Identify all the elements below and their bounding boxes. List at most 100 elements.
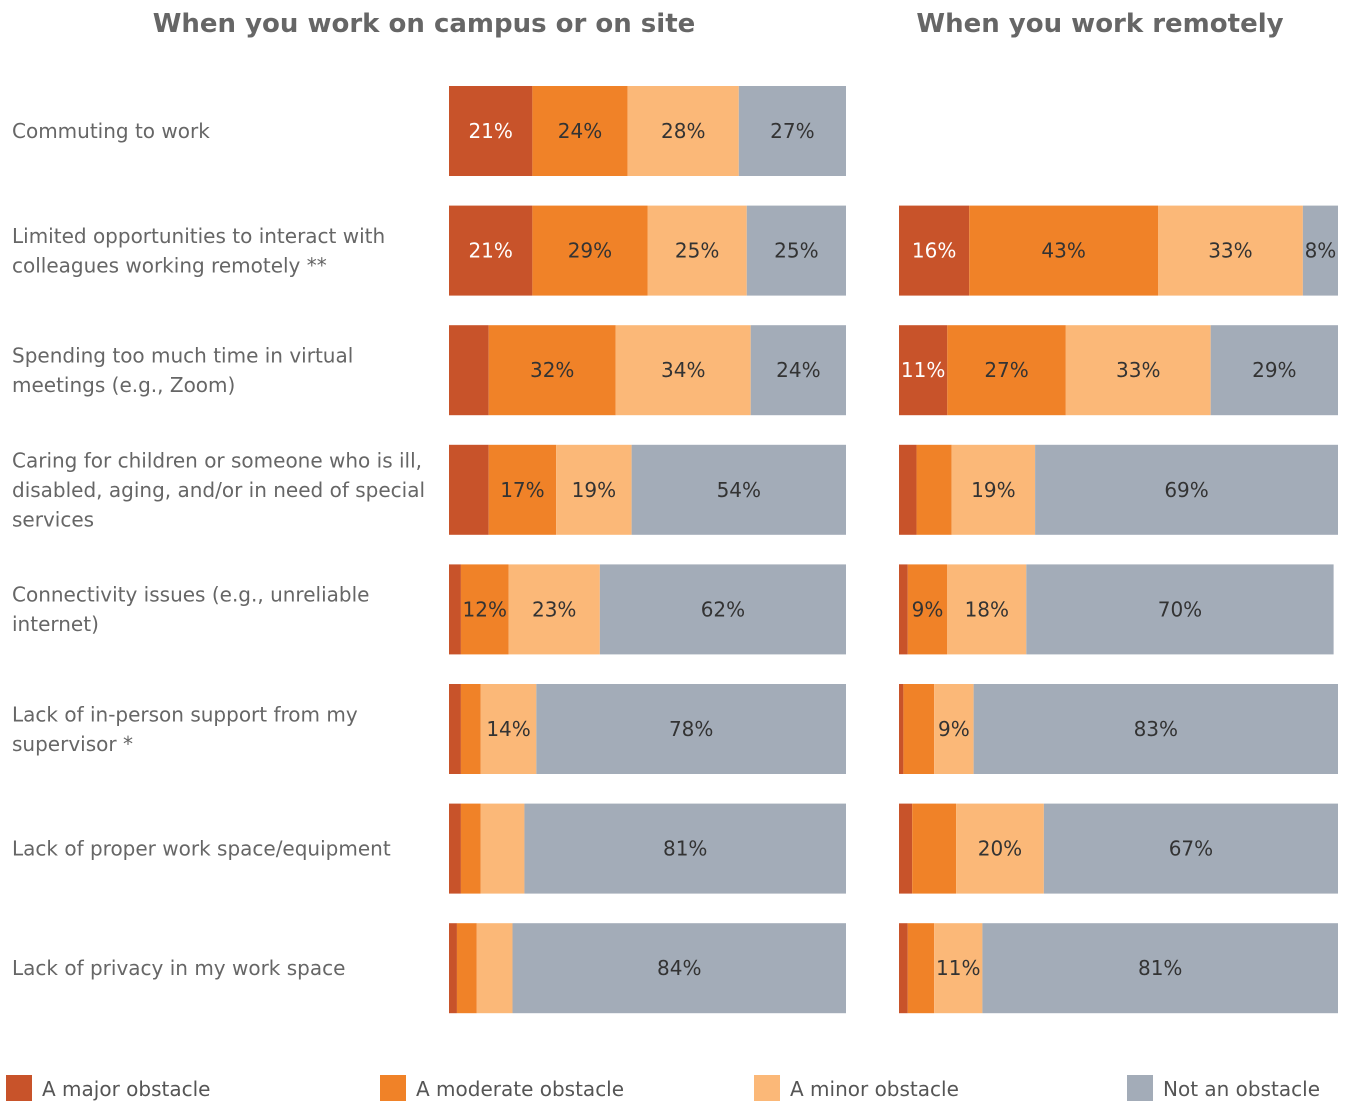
data-label: 24%: [558, 119, 602, 143]
bar-segment: [647, 205, 747, 296]
bar-segment: [899, 325, 948, 416]
legend-swatch: [6, 1075, 32, 1101]
bar-segment: [532, 86, 628, 176]
data-label: 62%: [701, 597, 745, 621]
bar-segment: [449, 684, 461, 774]
bar-segment: [449, 325, 489, 416]
data-label: 12%: [463, 597, 507, 621]
bar-segment: [912, 803, 957, 894]
bar-segment: [982, 923, 1338, 1014]
bar-segment: [460, 564, 509, 655]
bar-segment: [536, 684, 846, 774]
data-label: 32%: [530, 358, 574, 382]
row-label: Lack of in-person support from my supervi…: [12, 702, 358, 756]
bar-segment: [899, 923, 908, 1014]
data-label: 27%: [984, 358, 1028, 382]
data-label: 84%: [657, 956, 701, 980]
data-label: 9%: [912, 597, 944, 621]
bar-segment: [956, 803, 1044, 894]
row-label-line: supervisor *: [12, 732, 133, 756]
bar-segment: [969, 205, 1159, 296]
bar-segment: [899, 564, 908, 655]
bar-segment: [1065, 325, 1211, 416]
bar-segment: [449, 564, 461, 655]
row-label-line: Connectivity issues (e.g., unreliable: [12, 583, 369, 607]
bar-segment: [532, 205, 648, 296]
row-label: Spending too much time in virtual meeting…: [12, 343, 353, 397]
bar-segment: [1210, 325, 1338, 416]
data-label: 8%: [1305, 239, 1337, 263]
row-label: Limited opportunities to interact with co…: [12, 224, 385, 278]
bar-segment: [951, 444, 1036, 535]
data-label: 14%: [486, 717, 530, 741]
data-label: 83%: [1134, 717, 1178, 741]
data-label: 23%: [532, 597, 576, 621]
data-label: 69%: [1164, 478, 1208, 502]
chart-rows: Commuting to work 21% 24% 28% 27% Limited opp…: [12, 86, 1338, 1014]
bar-segment: [947, 564, 1027, 655]
bar-segment: [449, 444, 489, 535]
bar-segment: [449, 923, 457, 1014]
bar-segment: [903, 684, 935, 774]
data-label: 78%: [669, 717, 713, 741]
bar-segment: [973, 684, 1338, 774]
row-label-line: Lack of privacy in my work space: [12, 956, 345, 980]
data-label: 16%: [912, 239, 956, 263]
data-label: 28%: [661, 119, 705, 143]
data-label: 81%: [663, 837, 707, 861]
row-label: Caring for children or someone who is il…: [12, 448, 425, 531]
bar-segment: [899, 444, 917, 535]
data-label: 11%: [901, 358, 945, 382]
data-label: 20%: [978, 837, 1022, 861]
bar-segment: [524, 803, 846, 894]
bar-segment: [750, 325, 846, 416]
data-label: 27%: [770, 119, 814, 143]
row-label: Lack of privacy in my work space: [12, 956, 345, 980]
row-label-line: Spending too much time in virtual: [12, 343, 353, 367]
row-label-line: meetings (e.g., Zoom): [12, 373, 235, 397]
data-label: 25%: [675, 239, 719, 263]
row-label-line: Lack of proper work space/equipment: [12, 837, 391, 861]
bar-segment: [556, 444, 632, 535]
data-label: 19%: [971, 478, 1015, 502]
bar-segment: [1158, 205, 1303, 296]
row-label: Commuting to work: [12, 119, 210, 143]
bar-segment: [449, 205, 533, 296]
data-label: 25%: [774, 239, 818, 263]
bar-segment: [738, 86, 846, 176]
bar-segment: [476, 923, 513, 1014]
bar-segment: [907, 564, 948, 655]
data-label: 21%: [468, 239, 512, 263]
bar-segment: [449, 86, 533, 176]
legend-swatch: [1127, 1075, 1153, 1101]
data-label: 21%: [468, 119, 512, 143]
data-label: 81%: [1138, 956, 1182, 980]
bar-segment: [899, 205, 970, 296]
bar-segment: [899, 803, 913, 894]
legend: A major obstacle A moderate obstacle A min…: [6, 1075, 1320, 1101]
row-label-line: colleagues working remotely **: [12, 253, 327, 277]
panel-title-campus: When you work on campus or on site: [153, 9, 696, 39]
row-label-line: Caring for children or someone who is il…: [12, 448, 422, 472]
bar-segment: [488, 444, 557, 535]
bar-segment: [456, 923, 477, 1014]
data-label: 17%: [500, 478, 544, 502]
legend-swatch: [380, 1075, 406, 1101]
bar-segment: [599, 564, 846, 655]
bar-segment: [449, 803, 461, 894]
bar-segment: [1302, 205, 1338, 296]
bar-segment: [480, 803, 525, 894]
legend-label: A major obstacle: [42, 1077, 210, 1101]
row-label-line: services: [12, 507, 94, 531]
row-label: Connectivity issues (e.g., unreliable int…: [12, 583, 369, 637]
data-label: 29%: [1252, 358, 1296, 382]
data-label: 29%: [568, 239, 612, 263]
data-label: 11%: [936, 956, 980, 980]
bar-segment: [1035, 444, 1338, 535]
data-label: 54%: [717, 478, 761, 502]
bar-segment: [512, 923, 846, 1014]
bar-segment: [899, 684, 904, 774]
data-label: 33%: [1116, 358, 1160, 382]
panel-title-remote: When you work remotely: [916, 9, 1283, 39]
